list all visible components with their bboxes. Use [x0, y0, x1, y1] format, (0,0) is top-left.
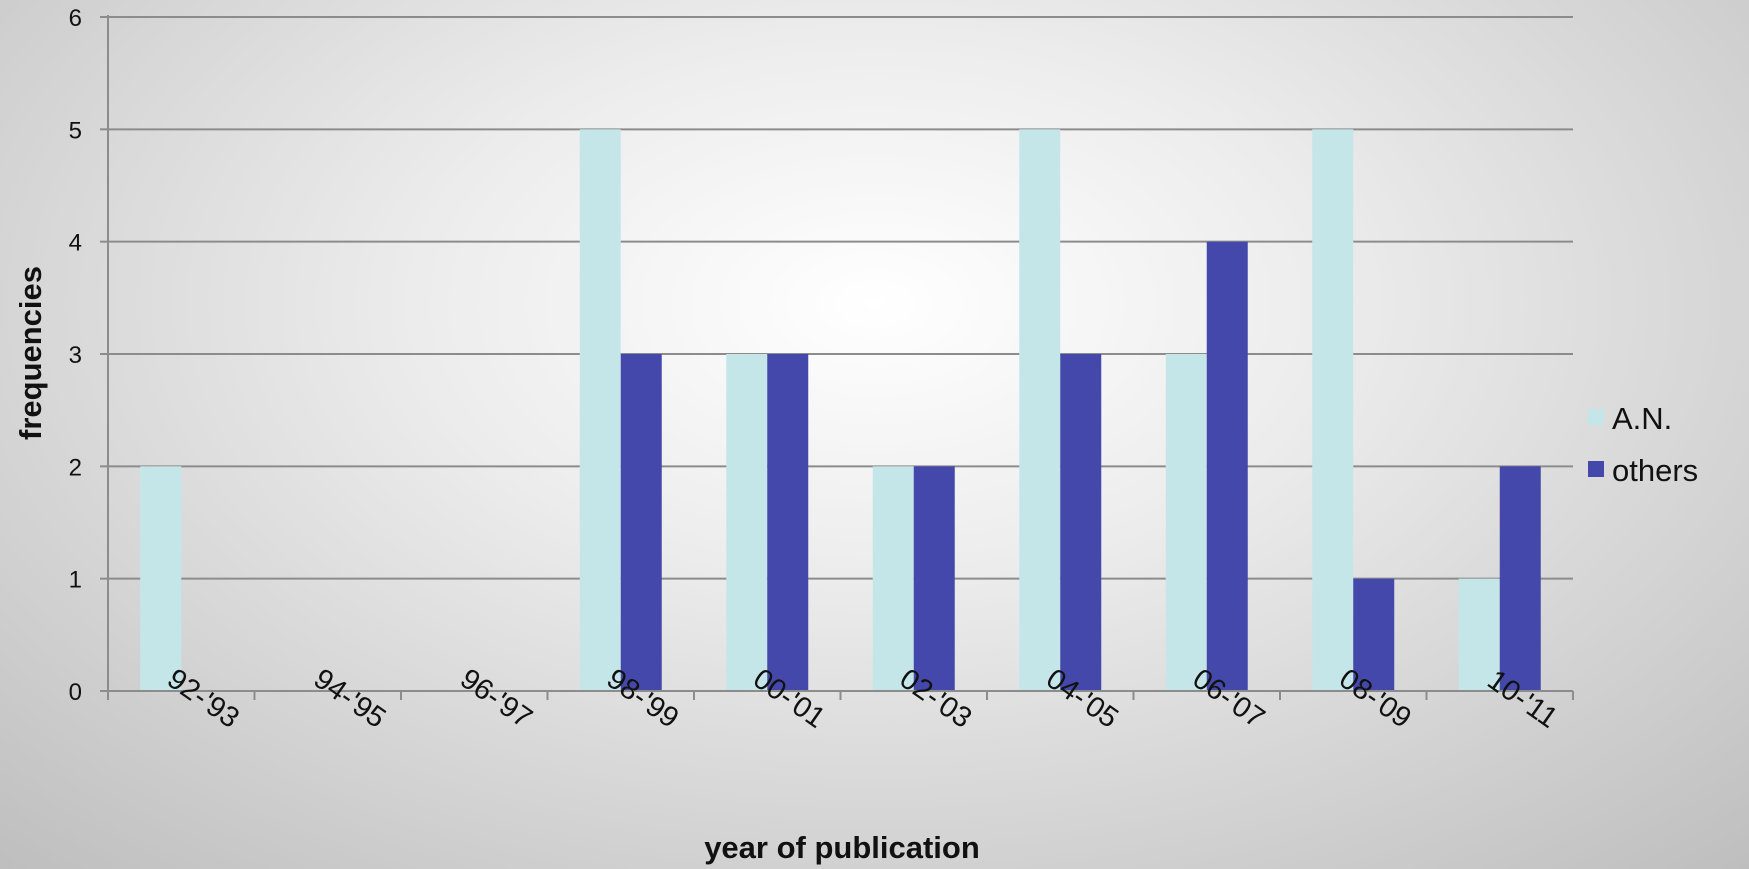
bar-a-n-5	[872, 466, 914, 691]
legend-swatch	[1588, 409, 1604, 425]
bar-a-n-9	[1458, 578, 1500, 691]
y-axis-title: frequencies	[13, 266, 48, 440]
bar-others-4	[767, 354, 809, 691]
y-tick-label: 0	[69, 679, 82, 706]
bar-others-5	[913, 466, 955, 691]
y-tick-label: 5	[69, 117, 82, 144]
y-tick-label: 1	[69, 567, 82, 594]
x-tick-label: 92-'93	[161, 663, 245, 735]
bars	[140, 129, 1541, 692]
axes	[100, 15, 1574, 700]
legend-label: others	[1612, 453, 1698, 488]
bar-a-n-4	[726, 354, 768, 691]
x-axis-title: year of publication	[704, 830, 980, 865]
legend-label: A.N.	[1612, 401, 1672, 436]
x-tick-label: 94-'95	[308, 663, 392, 735]
bar-a-n-8	[1312, 129, 1354, 692]
bar-a-n-6	[1019, 129, 1061, 692]
bar-others-8	[1353, 578, 1395, 691]
bar-others-3	[620, 354, 662, 691]
y-tick-label: 6	[69, 5, 82, 32]
bar-a-n-7	[1165, 354, 1207, 691]
bar-a-n-0	[140, 466, 182, 691]
legend-swatch	[1588, 461, 1604, 477]
y-tick-label: 4	[69, 230, 82, 257]
y-tick-label: 3	[69, 342, 82, 369]
bar-others-6	[1060, 354, 1102, 691]
legend: A.N. others	[1588, 401, 1698, 488]
x-tick-label: 96-'97	[454, 663, 538, 735]
bar-a-n-3	[579, 129, 621, 692]
bar-others-7	[1206, 241, 1248, 691]
y-tick-label: 2	[69, 454, 82, 481]
bar-others-9	[1499, 466, 1541, 691]
